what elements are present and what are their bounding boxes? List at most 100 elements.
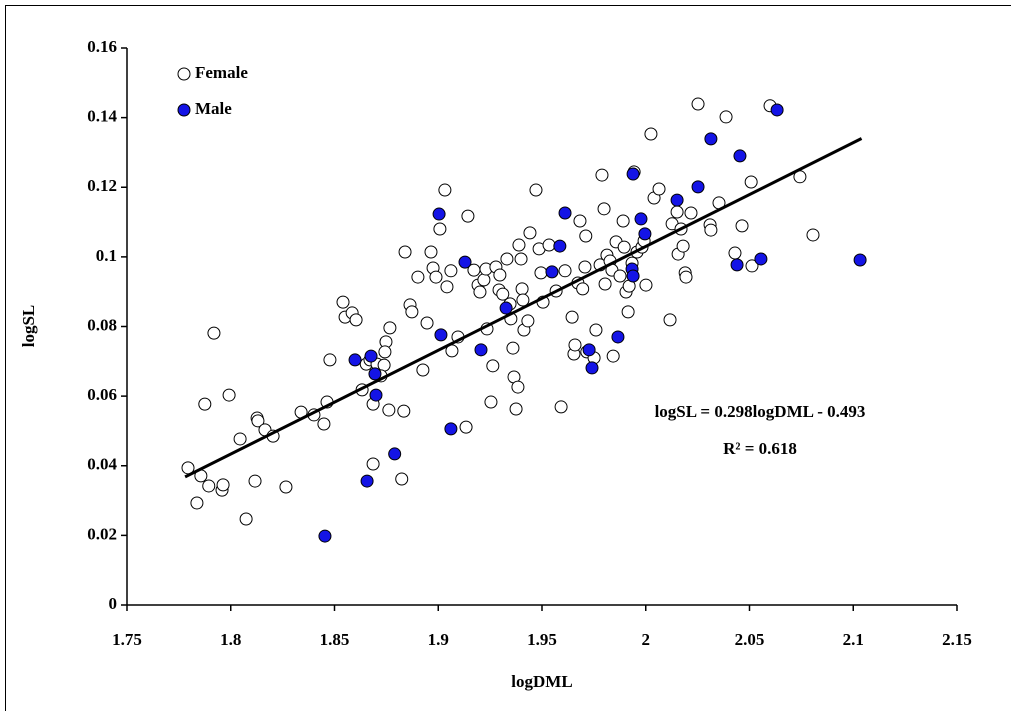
data-point [511,380,525,394]
data-point [202,479,216,493]
data-point [754,252,768,266]
data-point [597,202,611,216]
data-point [395,472,409,486]
data-point [348,353,362,367]
y-tick-label: 0.12 [87,176,117,195]
data-point [595,168,609,182]
data-point [553,239,567,253]
data-point [433,222,447,236]
data-point [770,103,784,117]
data-point [405,305,419,319]
data-point [514,252,528,266]
chart-border [5,5,1011,711]
x-tick-label: 2 [642,630,651,649]
data-point [368,367,382,381]
data-point [579,229,593,243]
legend-marker [177,67,191,81]
data-point [411,270,425,284]
data-point [684,206,698,220]
data-point [616,214,630,228]
data-point [730,258,744,272]
data-point [444,264,458,278]
data-point [745,259,759,273]
x-tick-label: 2.05 [735,630,765,649]
data-point [806,228,820,242]
data-point [444,422,458,436]
y-tick-label: 0.14 [87,107,117,126]
data-point [676,239,690,253]
x-tick-label: 1.75 [112,630,142,649]
data-point [366,457,380,471]
data-point [589,323,603,337]
data-point [558,264,572,278]
data-point [565,310,579,324]
data-point [248,474,262,488]
data-point [733,149,747,163]
data-point [521,314,535,328]
data-point [670,193,684,207]
data-point [545,265,559,279]
data-point [534,266,548,280]
data-point [336,295,350,309]
data-point [744,175,758,189]
y-axis-title: logSL [19,305,38,348]
data-point [639,278,653,292]
data-point [691,97,705,111]
data-point [529,183,543,197]
x-axis-title: logDML [511,672,572,691]
x-tick-label: 1.9 [428,630,449,649]
x-tick-label: 2.1 [843,630,864,649]
data-point [611,330,625,344]
data-point [515,282,529,296]
data-point [493,268,507,282]
data-point [554,400,568,414]
data-point [477,273,491,287]
data-point [613,269,627,283]
data-point [704,223,718,237]
equation-annotation: logSL = 0.298logDML - 0.493 [655,402,866,421]
data-point [542,238,556,252]
data-point [216,478,230,492]
data-point [416,363,430,377]
data-point [484,395,498,409]
data-point [382,403,396,417]
data-point [582,343,596,357]
data-point [512,238,526,252]
data-point [644,127,658,141]
y-tick-label: 0.08 [87,315,117,334]
data-point [377,358,391,372]
data-point [424,245,438,259]
data-point [691,180,705,194]
data-point [728,246,742,260]
data-point [461,209,475,223]
data-point [735,219,749,233]
data-point [558,206,572,220]
data-point [670,205,684,219]
data-point [458,255,472,269]
x-tick-label: 1.95 [527,630,557,649]
data-point [516,293,530,307]
data-point [459,420,473,434]
data-point [621,305,635,319]
data-point [663,313,677,327]
data-point [378,345,392,359]
y-tick-label: 0 [109,594,118,613]
data-point [473,285,487,299]
data-point [349,313,363,327]
data-point [198,397,212,411]
data-point [369,388,383,402]
data-point [432,207,446,221]
data-point [207,326,221,340]
data-point [383,321,397,335]
data-point [190,496,204,510]
data-point [429,270,443,284]
data-point [420,316,434,330]
data-point [496,287,510,301]
y-tick-label: 0.1 [96,246,117,265]
data-point [500,252,514,266]
data-point [719,110,733,124]
data-point [853,253,867,267]
trendline [184,137,863,479]
data-point [679,270,693,284]
